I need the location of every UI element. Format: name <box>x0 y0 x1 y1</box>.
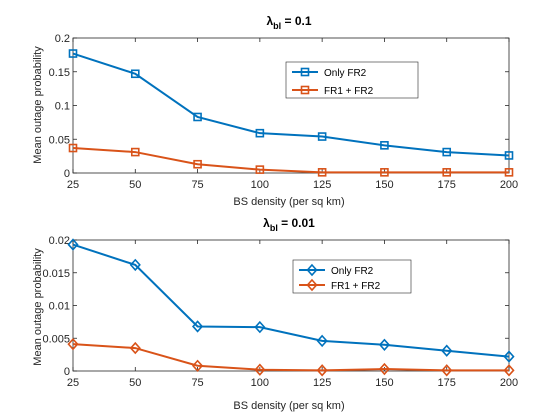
chart-top-series-fr1-fr2-line <box>72 147 509 174</box>
chart-top-legend-entry-only-fr2-label: Only FR2 <box>324 68 367 79</box>
chart-bottom-series-fr1-fr2-line <box>72 343 509 372</box>
chart-bottom-y-tick-label: 0 <box>64 366 70 378</box>
chart-bottom-series-only-fr2-line <box>72 243 510 358</box>
chart-top-series-fr1-fr2-point <box>380 168 389 177</box>
chart-top-series-fr1-fr2-point <box>68 143 78 153</box>
chart-bottom-y-tick-label: 0.01 <box>49 301 70 313</box>
chart-top-y-axis-label: Mean outage probability <box>32 46 44 164</box>
chart-bottom-x-tick-label: 75 <box>191 377 203 389</box>
chart-top-series-fr1-fr2-point <box>504 168 514 177</box>
chart-bottom-y-tick-label: 0.005 <box>42 333 70 345</box>
chart-top-x-tick-label: 150 <box>375 179 393 191</box>
chart-bottom-plot-area: 25 50 75 100 125 150 175 200 0 0.005 0.01 0.015 0.02… <box>42 235 518 389</box>
chart-top-series-fr1-fr2-point <box>317 168 327 177</box>
chart-bottom-series-only-fr2-point <box>441 344 453 357</box>
chart-bottom-series-fr1-fr2-point <box>67 337 79 351</box>
chart-top-series-only-fr2-line <box>72 52 510 157</box>
chart-bottom-series-fr1-fr2-point <box>191 359 204 372</box>
chart-top-series-only-fr2-point <box>380 141 389 150</box>
chart-top-x-tick-label: 175 <box>438 179 456 191</box>
chart-bottom-series-only-fr2-point <box>129 258 141 272</box>
chart-top: λbl = 0.1 25 50 75 100 125 150 175 200 0 0.05 0.1 0… <box>32 14 518 208</box>
chart-top-series-only-fr2-point <box>193 112 202 122</box>
chart-top-legend-entry-fr1-fr2-label: FR1 + FR2 <box>324 86 374 97</box>
chart-top-legend-entry-only-fr2-marker <box>300 67 310 77</box>
chart-bottom-series-fr1-fr2-point <box>378 362 391 376</box>
chart-bottom-legend-entry-fr1-fr2-marker <box>306 278 318 292</box>
chart-top-series-fr1-fr2-point <box>255 165 265 174</box>
chart-top-series-fr1-fr2-point <box>442 168 452 177</box>
chart-bottom-series-only-fr2-point <box>191 320 204 333</box>
chart-bottom-series-fr1-fr2-point <box>316 364 328 377</box>
chart-bottom-series-fr1-fr2-point <box>129 341 141 355</box>
chart-bottom-x-tick-label: 50 <box>129 377 141 389</box>
chart-top-y-tick-label: 0.1 <box>55 101 70 113</box>
chart-top-y-tick-label: 0.15 <box>49 67 70 79</box>
chart-top-series-only-fr2-point <box>442 147 452 157</box>
chart-top-title: λbl = 0.1 <box>266 14 311 31</box>
chart-top-x-tick-label: 50 <box>129 179 141 191</box>
chart-bottom-x-axis-label: BS density (per sq km) <box>233 400 344 412</box>
chart-top-series-only-fr2-point <box>255 128 265 138</box>
chart-top-plot-area: 25 50 75 100 125 150 175 200 0 0.05 0.1 0.15 0.2 Only… <box>49 33 519 191</box>
chart-bottom-series-only-fr2-point <box>67 238 79 251</box>
chart-bottom-series-fr1-fr2-point <box>503 364 515 377</box>
chart-bottom-y-axis-label: Mean outage probability <box>32 248 44 366</box>
chart-bottom-x-tick-label: 150 <box>375 377 393 389</box>
chart-bottom-x-tick-label: 25 <box>67 377 79 389</box>
chart-top-x-tick-label: 25 <box>67 179 79 191</box>
chart-top-series-only-fr2-point <box>130 69 140 79</box>
chart-bottom-series-only-fr2-point <box>254 320 266 334</box>
chart-top-y-tick-label: 0 <box>64 168 70 180</box>
chart-bottom-y-tick-label: 0.02 <box>49 235 70 247</box>
chart-top-x-tick-label: 200 <box>500 179 518 191</box>
chart-top-x-tick-label: 75 <box>191 179 203 191</box>
chart-top-y-tick-label: 0.05 <box>49 134 70 146</box>
chart-bottom-x-tick-label: 175 <box>438 377 456 389</box>
chart-top-series-only-fr2-point <box>504 151 514 160</box>
chart-top-series-fr1-fr2-point <box>130 147 140 157</box>
chart-top-x-axis-label: BS density (per sq km) <box>233 196 344 208</box>
chart-bottom-x-tick-label: 100 <box>251 377 269 389</box>
chart-bottom-series-only-fr2-point <box>316 334 328 348</box>
chart-bottom-legend-entry-only-fr2-label: Only FR2 <box>331 266 374 277</box>
chart-bottom-legend-entry-only-fr2-marker <box>306 263 318 277</box>
chart-top-x-tick-label: 125 <box>313 179 331 191</box>
chart-bottom-series-only-fr2-point <box>503 350 515 363</box>
chart-top-x-tick-label: 100 <box>251 179 269 191</box>
chart-top-series-only-fr2-point <box>68 49 78 58</box>
chart-bottom-series-fr1-fr2-point <box>254 363 266 376</box>
chart-bottom-title: λbl = 0.01 <box>263 216 315 233</box>
chart-top-series-only-fr2-point <box>317 132 327 141</box>
chart-bottom-x-tick-label: 125 <box>313 377 331 389</box>
chart-bottom-series-only-fr2-point <box>378 338 391 351</box>
chart-top-series-fr1-fr2-point <box>193 159 202 169</box>
chart-bottom-series-fr1-fr2-point <box>441 364 453 377</box>
chart-bottom: λbl = 0.01 25 50 75 100 125 150 175 200 0 0.005 0.… <box>32 216 518 412</box>
chart-bottom-y-tick-label: 0.015 <box>42 268 70 280</box>
chart-top-y-tick-label: 0.2 <box>55 33 70 45</box>
chart-bottom-legend-entry-fr1-fr2-label: FR1 + FR2 <box>331 281 381 292</box>
chart-bottom-x-tick-label: 200 <box>500 377 518 389</box>
chart-top-legend-entry-fr1-fr2-marker <box>300 85 310 95</box>
